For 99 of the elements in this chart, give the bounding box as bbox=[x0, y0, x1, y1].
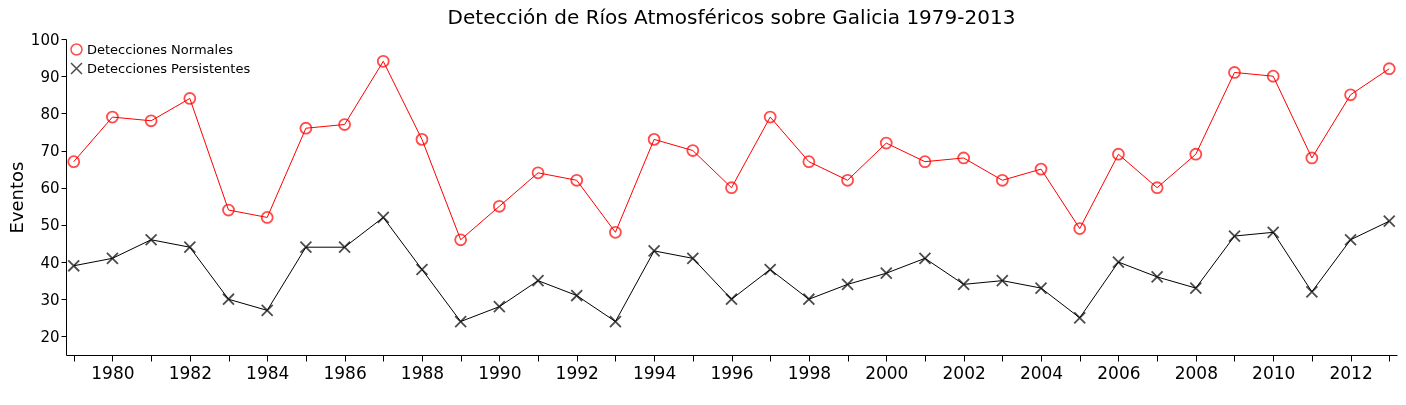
point bbox=[67, 155, 81, 169]
point bbox=[841, 277, 854, 291]
point bbox=[841, 173, 854, 187]
point bbox=[454, 233, 468, 247]
point bbox=[415, 133, 429, 146]
point bbox=[1382, 62, 1396, 76]
point bbox=[183, 240, 197, 254]
point bbox=[957, 277, 971, 291]
point bbox=[338, 118, 351, 131]
point bbox=[1344, 88, 1357, 102]
point bbox=[1189, 281, 1203, 295]
x-tick-label: 1992 bbox=[555, 362, 599, 383]
point bbox=[260, 304, 274, 317]
x-tick-label: 2000 bbox=[865, 362, 909, 383]
point bbox=[299, 121, 313, 135]
point bbox=[1382, 214, 1396, 228]
x-tick-label: 1990 bbox=[478, 362, 522, 383]
x-tick-label: 1988 bbox=[400, 362, 445, 383]
point bbox=[222, 203, 235, 217]
point bbox=[144, 114, 158, 128]
x-tick-label: 2012 bbox=[1329, 362, 1373, 383]
point bbox=[106, 110, 119, 124]
point bbox=[879, 136, 893, 150]
point bbox=[763, 110, 777, 124]
x-tick-label: 1986 bbox=[323, 362, 367, 383]
point bbox=[1073, 311, 1087, 325]
y-tick-label: 60 bbox=[40, 179, 60, 198]
point bbox=[1034, 162, 1048, 176]
point bbox=[376, 54, 390, 68]
x-tick-label: 2010 bbox=[1252, 362, 1296, 383]
y-tick-label: 50 bbox=[40, 216, 60, 235]
point bbox=[376, 211, 390, 224]
x-tick-label: 2008 bbox=[1174, 362, 1218, 383]
point bbox=[763, 263, 777, 276]
point bbox=[1150, 181, 1164, 195]
x-tick-label: 1984 bbox=[246, 362, 290, 383]
x-tick-label: 2004 bbox=[1019, 362, 1064, 383]
y-tick-label: 80 bbox=[40, 104, 60, 123]
point bbox=[1266, 69, 1280, 83]
point bbox=[957, 151, 971, 165]
point bbox=[1305, 285, 1319, 299]
point bbox=[1189, 147, 1203, 161]
point bbox=[725, 181, 738, 195]
point bbox=[222, 292, 235, 306]
point bbox=[1266, 225, 1280, 239]
x-tick-label: 2002 bbox=[942, 362, 986, 383]
x-tick-label: 2006 bbox=[1097, 362, 1141, 383]
point bbox=[647, 244, 661, 258]
point bbox=[995, 274, 1009, 288]
point bbox=[918, 251, 932, 265]
point bbox=[260, 211, 274, 224]
point bbox=[1034, 281, 1048, 295]
legend-label: Detecciones Normales bbox=[87, 41, 234, 57]
point bbox=[802, 292, 816, 306]
point bbox=[106, 251, 119, 265]
x-tick-label: 1982 bbox=[168, 362, 212, 383]
point bbox=[183, 92, 197, 105]
y-tick-label: 40 bbox=[40, 253, 60, 272]
point bbox=[415, 263, 429, 276]
chart-title: Detección de Ríos Atmosféricos sobre Galicia 1979-2013 bbox=[447, 5, 1016, 29]
point bbox=[879, 266, 893, 280]
point bbox=[492, 300, 506, 314]
point bbox=[492, 199, 506, 213]
x-tick-label: 1998 bbox=[787, 362, 832, 383]
point bbox=[1228, 229, 1241, 243]
point bbox=[918, 155, 932, 169]
point bbox=[531, 166, 545, 180]
point bbox=[1305, 151, 1319, 165]
y-axis-title: Eventos bbox=[5, 161, 27, 234]
point bbox=[299, 240, 313, 254]
point bbox=[1073, 222, 1087, 235]
point bbox=[1150, 270, 1164, 284]
point bbox=[1344, 233, 1357, 247]
y-tick-label: 30 bbox=[40, 290, 60, 309]
point bbox=[686, 251, 700, 265]
point bbox=[1112, 255, 1125, 269]
point bbox=[1112, 147, 1125, 161]
y-tick-label: 90 bbox=[40, 67, 60, 86]
point bbox=[609, 225, 622, 239]
point bbox=[995, 173, 1009, 187]
point bbox=[725, 292, 738, 306]
point bbox=[338, 240, 351, 254]
point bbox=[570, 173, 584, 187]
point bbox=[1228, 66, 1241, 79]
legend-label: Detecciones Persistentes bbox=[87, 60, 251, 76]
point bbox=[647, 133, 661, 146]
x-tick-label: 1980 bbox=[91, 362, 135, 383]
point bbox=[454, 315, 468, 328]
x-tick-label: 1996 bbox=[710, 362, 754, 383]
x-tick-label: 1994 bbox=[632, 362, 677, 383]
point bbox=[802, 155, 816, 169]
y-tick-label: 100 bbox=[30, 30, 60, 49]
point bbox=[570, 289, 584, 302]
point bbox=[686, 144, 700, 157]
y-tick-label: 20 bbox=[40, 327, 60, 346]
point bbox=[144, 233, 158, 247]
point bbox=[531, 274, 545, 288]
y-tick-label: 70 bbox=[40, 142, 60, 161]
point bbox=[609, 315, 622, 328]
